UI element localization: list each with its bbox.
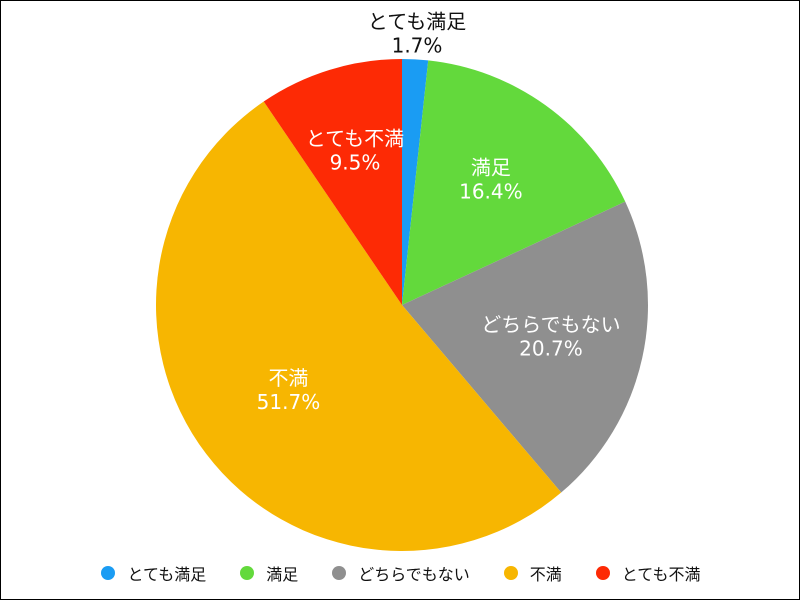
legend-item-neutral: どちらでもない <box>332 561 470 585</box>
slice-label-satisfied: 満足 <box>471 156 511 180</box>
legend-label-very-satisfied: とても満足 <box>127 565 207 584</box>
legend-swatch-very-satisfied <box>101 566 116 580</box>
pie-slice-satisfied <box>402 60 626 305</box>
legend: とても満足 満足 どちらでもない 不満 とても不満 <box>1 559 800 587</box>
pie-slice-very-satisfied <box>402 59 429 305</box>
slice-label-very-satisfied: とても満足 <box>368 10 466 34</box>
legend-swatch-satisfied <box>240 566 255 580</box>
slice-label-dissatisfied: 不満 <box>268 366 308 390</box>
slice-value-satisfied: 16.4% <box>459 180 523 204</box>
legend-label-dissatisfied: 不満 <box>529 565 562 584</box>
legend-label-very-dissatisfied: とても不満 <box>621 565 701 584</box>
slice-value-dissatisfied: 51.7% <box>257 390 321 414</box>
slice-value-very-satisfied: 1.7% <box>392 34 443 58</box>
legend-item-very-dissatisfied: とても不満 <box>595 561 701 585</box>
legend-label-satisfied: 満足 <box>266 565 299 584</box>
legend-item-dissatisfied: 不満 <box>503 561 562 585</box>
pie-slice-dissatisfied <box>155 101 562 552</box>
slice-label-neutral: どちらでもない <box>481 312 620 336</box>
pie-slices <box>155 59 648 552</box>
legend-swatch-neutral <box>332 566 347 580</box>
slice-label-very-dissatisfied: とても不満 <box>306 127 404 151</box>
pie-slice-very-dissatisfied <box>263 59 402 305</box>
legend-item-very-satisfied: とても満足 <box>101 561 206 585</box>
slice-value-very-dissatisfied: 9.5% <box>330 151 381 175</box>
legend-item-satisfied: 満足 <box>240 561 298 585</box>
legend-swatch-very-dissatisfied <box>595 566 610 580</box>
legend-swatch-dissatisfied <box>503 566 518 580</box>
slice-value-neutral: 20.7% <box>519 336 583 360</box>
pie-slice-neutral <box>402 201 648 493</box>
legend-label-neutral: どちらでもない <box>358 565 470 584</box>
